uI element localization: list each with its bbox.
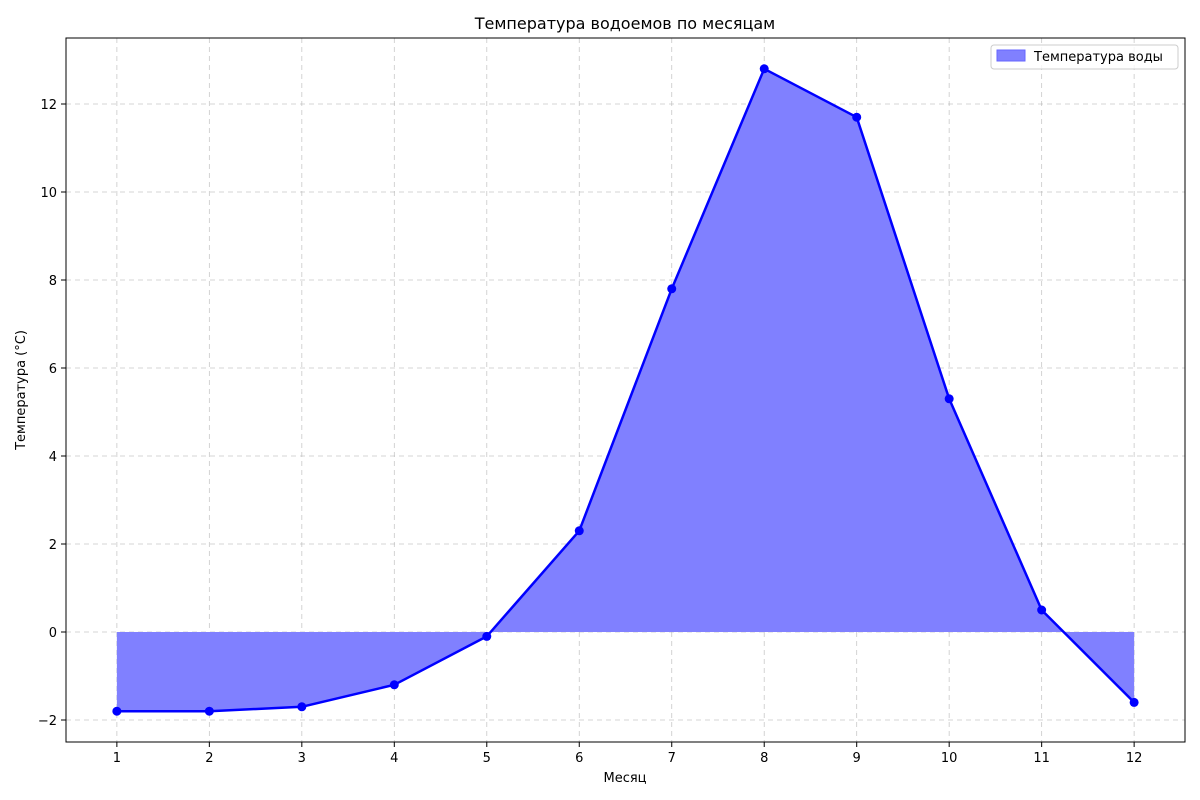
data-point [1037, 605, 1047, 615]
data-point [297, 702, 307, 712]
chart-title: Температура водоемов по месяцам [474, 14, 776, 33]
y-tick-label: −2 [38, 714, 57, 729]
data-point [574, 526, 584, 536]
x-tick-label: 5 [483, 751, 491, 766]
x-tick-label: 7 [668, 751, 676, 766]
data-point [1129, 697, 1139, 707]
x-tick-label: 4 [390, 751, 398, 766]
plot-frame [65, 37, 1186, 743]
y-tick-label: 12 [40, 98, 57, 113]
data-point [482, 631, 492, 641]
y-axis: −2 0 2 4 6 8 10 12 [38, 98, 66, 729]
y-tick-label: 2 [49, 538, 57, 553]
y-tick-label: 6 [49, 362, 57, 377]
legend-label: Температура воды [1033, 50, 1163, 65]
y-axis-label: Температура (°C) [14, 330, 29, 451]
legend-frame [990, 44, 1179, 70]
data-point [667, 284, 677, 294]
x-tick-label: 1 [113, 751, 121, 766]
data-point [112, 706, 122, 716]
y-tick-label: 10 [40, 186, 57, 201]
data-point [204, 706, 214, 716]
data-point [759, 64, 769, 74]
x-tick-label: 8 [760, 751, 768, 766]
area-layer [116, 68, 1135, 712]
x-tick-label: 12 [1126, 751, 1143, 766]
x-tick-label: 3 [298, 751, 306, 766]
legend: Температура воды [990, 44, 1179, 70]
y-tick-label: 4 [49, 450, 57, 465]
area-fill [116, 68, 1135, 712]
y-tick-label: 0 [49, 626, 57, 641]
data-point [944, 394, 954, 404]
x-tick-label: 11 [1033, 751, 1050, 766]
x-axis: 1 2 3 4 5 6 7 8 9 10 11 12 [113, 742, 1143, 766]
data-point [389, 680, 399, 690]
x-tick-label: 6 [575, 751, 583, 766]
x-axis-label: Месяц [603, 771, 646, 786]
x-tick-label: 10 [941, 751, 958, 766]
y-tick-label: 8 [49, 274, 57, 289]
data-point [852, 112, 862, 122]
series-line [116, 67, 1136, 713]
markers-layer [112, 64, 1139, 716]
line-layer [116, 67, 1136, 713]
legend-swatch [996, 49, 1026, 62]
x-tick-label: 2 [205, 751, 213, 766]
x-tick-label: 9 [853, 751, 861, 766]
